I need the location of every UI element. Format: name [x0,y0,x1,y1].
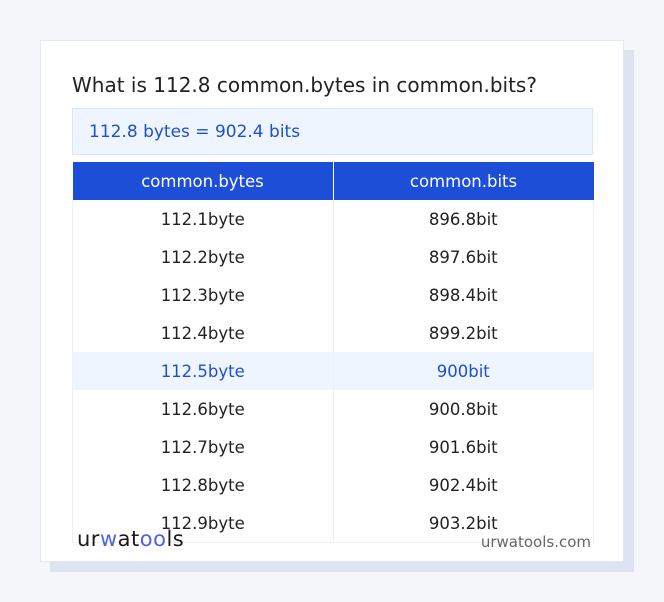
bytes-cell: 112.9byte [72,504,334,543]
table-row: 112.9byte 903.2bit [72,504,594,543]
table-row: 112.5byte 900bit [72,352,594,390]
table-row: 112.3byte 898.4bit [72,276,594,314]
bytes-cell: 112.4byte [72,314,334,352]
bits-cell: 902.4bit [332,466,594,504]
bits-cell: 901.6bit [332,428,594,466]
bits-cell: 903.2bit [332,504,594,543]
table-row: 112.8byte 902.4bit [72,466,594,504]
urwatools-logo[interactable]: urwatools [77,527,185,551]
bytes-cell: 112.8byte [72,466,334,504]
conversion-table: common.bytes common.bits 112.1byte 896.8b… [72,162,594,543]
bits-cell: 900bit [332,352,594,390]
converter-card: What is 112.8 common.bytes in common.bit… [40,40,624,562]
bytes-cell: 112.2byte [72,238,334,276]
bits-cell: 899.2bit [332,314,594,352]
column-header-bits: common.bits [333,162,594,200]
site-url[interactable]: urwatools.com [480,533,591,551]
table-row: 112.6byte 900.8bit [72,390,594,428]
bits-cell: 896.8bit [332,200,594,238]
table-row: 112.4byte 899.2bit [72,314,594,352]
conversion-result: 112.8 bytes = 902.4 bits [72,108,593,155]
bytes-cell: 112.7byte [72,428,334,466]
bytes-cell: 112.1byte [72,200,334,238]
column-header-bytes: common.bytes [72,162,334,200]
table-row: 112.7byte 901.6bit [72,428,594,466]
bytes-cell: 112.3byte [72,276,334,314]
bits-cell: 897.6bit [332,238,594,276]
page-title: What is 112.8 common.bytes in common.bit… [72,73,537,97]
bytes-cell: 112.6byte [72,390,334,428]
table-row: 112.1byte 896.8bit [72,200,594,238]
bits-cell: 898.4bit [332,276,594,314]
table-row: 112.2byte 897.6bit [72,238,594,276]
bits-cell: 900.8bit [332,390,594,428]
bytes-cell: 112.5byte [72,352,334,390]
